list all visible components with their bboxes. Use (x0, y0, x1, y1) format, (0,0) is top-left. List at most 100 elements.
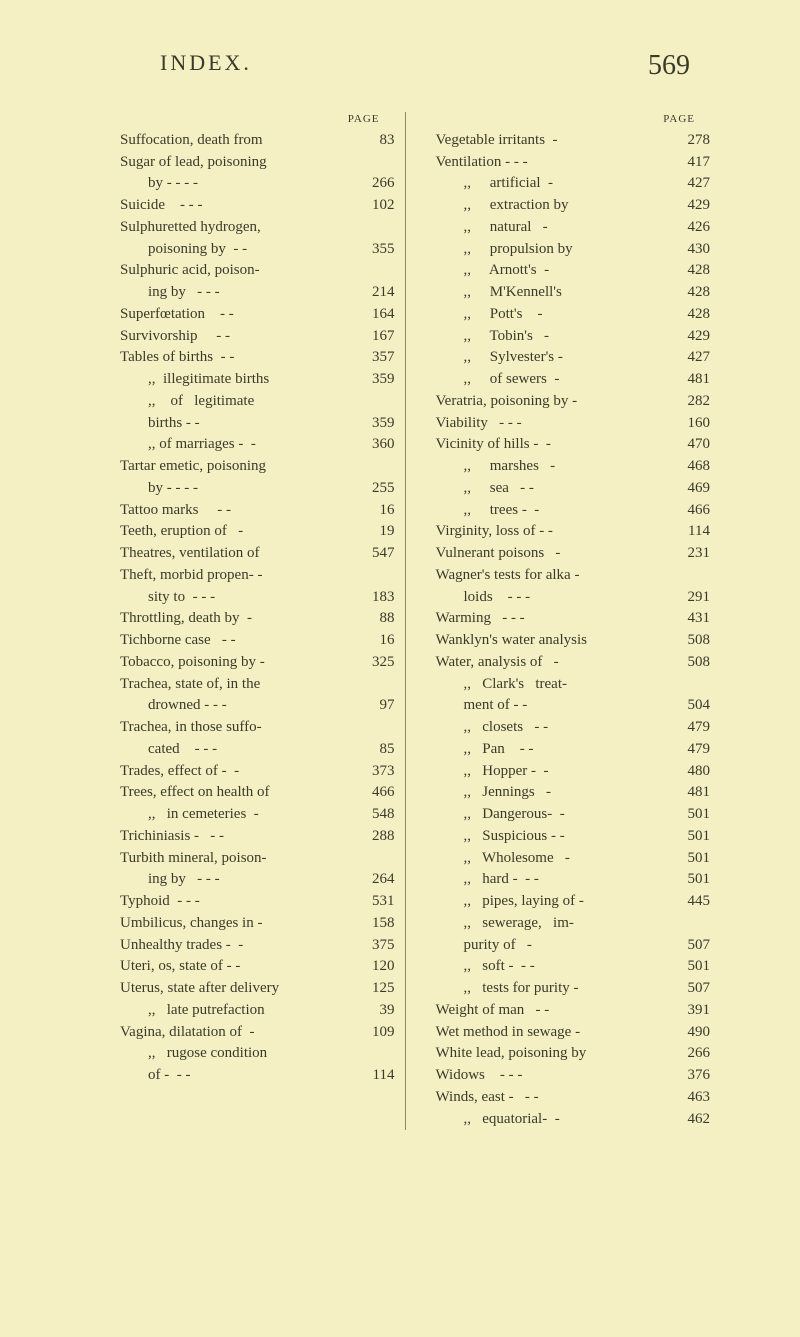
index-entry: by - - - -255 (120, 478, 395, 500)
entry-text: Widows - - - (436, 1065, 523, 1087)
index-entry: ,, natural -426 (436, 217, 711, 239)
entry-text: ,, Wholesome - (436, 848, 570, 870)
index-entry: births - -359 (120, 413, 395, 435)
entry-page: 109 (360, 1022, 395, 1044)
entry-page: 282 (675, 391, 710, 413)
entry-page: 428 (675, 260, 710, 282)
index-entry: Sulphuretted hydrogen, (120, 217, 395, 239)
entry-text: ,, of legitimate (120, 391, 254, 413)
index-entry: of - - -114 (120, 1065, 395, 1087)
entry-page: 376 (675, 1065, 710, 1087)
index-entry: ,, Clark's treat- (436, 674, 711, 696)
right-column: PAGE Vegetable irritants -278Ventilation… (426, 112, 711, 1130)
entry-page: 469 (675, 478, 710, 500)
entry-page: 357 (360, 347, 395, 369)
entry-text: by - - - - (120, 478, 198, 500)
index-entry: Sulphuric acid, poison- (120, 260, 395, 282)
entry-text: poisoning by - - (120, 239, 247, 261)
entry-page: 466 (675, 500, 710, 522)
entry-text: Sulphuric acid, poison- (120, 260, 260, 282)
entry-text: Trachea, in those suffo- (120, 717, 262, 739)
entry-page: 463 (675, 1087, 710, 1109)
index-entry: Trades, effect of - -373 (120, 761, 395, 783)
entry-page: 88 (360, 608, 395, 630)
entry-text: Tichborne case - - (120, 630, 236, 652)
index-entry: Superfœtation - -164 (120, 304, 395, 326)
entry-text: by - - - - (120, 173, 198, 195)
entry-text: Turbith mineral, poison- (120, 848, 267, 870)
entry-text: Trichiniasis - - - (120, 826, 224, 848)
entry-text: ,, tests for purity - (436, 978, 579, 1000)
entry-page: 231 (675, 543, 710, 565)
entry-page: 481 (675, 782, 710, 804)
entry-text: ,, sewerage, im- (436, 913, 574, 935)
index-entry: Throttling, death by - 88 (120, 608, 395, 630)
entry-page: 19 (360, 521, 395, 543)
entry-page: 373 (360, 761, 395, 783)
entry-text: Vegetable irritants - (436, 130, 558, 152)
index-entry: Tobacco, poisoning by -325 (120, 652, 395, 674)
entry-page: 114 (360, 1065, 395, 1087)
entry-page: 288 (360, 826, 395, 848)
entry-text: ,, Suspicious - - (436, 826, 565, 848)
index-entry: Ventilation - - -417 (436, 152, 711, 174)
entry-page: 479 (675, 717, 710, 739)
index-entry: Water, analysis of -508 (436, 652, 711, 674)
entry-text: Wanklyn's water analysis (436, 630, 587, 652)
entry-text: Suffocation, death from (120, 130, 263, 152)
index-entry: Theatres, ventilation of547 (120, 543, 395, 565)
entry-page: 507 (675, 935, 710, 957)
index-entry: loids - - -291 (436, 587, 711, 609)
entry-page: 291 (675, 587, 710, 609)
entry-text: Teeth, eruption of - (120, 521, 243, 543)
page-label-left: PAGE (120, 112, 395, 128)
entry-text: ,, trees - - (436, 500, 540, 522)
index-entry: ,, Arnott's -428 (436, 260, 711, 282)
entry-text: ,, artificial - (436, 173, 554, 195)
index-entry: ,, Pan - -479 (436, 739, 711, 761)
index-entry: Veratria, poisoning by -282 (436, 391, 711, 413)
index-entry: Tables of births - -357 (120, 347, 395, 369)
index-entry: ,, soft - - -501 (436, 956, 711, 978)
index-entry: ,, closets - - 479 (436, 717, 711, 739)
index-entry: Turbith mineral, poison- (120, 848, 395, 870)
entry-page: 427 (675, 347, 710, 369)
entry-page: 480 (675, 761, 710, 783)
entry-page: 114 (675, 521, 710, 543)
entry-text: Trachea, state of, in the (120, 674, 260, 696)
index-entry: purity of -507 (436, 935, 711, 957)
entry-text: ,, hard - - - (436, 869, 539, 891)
index-entry: ,, Tobin's -429 (436, 326, 711, 348)
entry-text: births - - (120, 413, 200, 435)
index-entry: Weight of man - -391 (436, 1000, 711, 1022)
index-entry: ,, marshes -468 (436, 456, 711, 478)
index-entry: ,, of sewers -481 (436, 369, 711, 391)
index-entry: ing by - - -214 (120, 282, 395, 304)
entry-page: 548 (360, 804, 395, 826)
entry-page: 158 (360, 913, 395, 935)
index-entry: ,, propulsion by430 (436, 239, 711, 261)
entry-text: Throttling, death by - (120, 608, 252, 630)
entry-text: Umbilicus, changes in - (120, 913, 262, 935)
entry-text: ,, closets - - (436, 717, 549, 739)
entry-text: Tartar emetic, poisoning (120, 456, 266, 478)
index-entry: Suffocation, death from83 (120, 130, 395, 152)
index-entry: Unhealthy trades - -375 (120, 935, 395, 957)
entry-page: 264 (360, 869, 395, 891)
index-entry: Trachea, state of, in the (120, 674, 395, 696)
entry-page: 508 (675, 652, 710, 674)
entry-page: 501 (675, 826, 710, 848)
entry-page: 479 (675, 739, 710, 761)
entry-page: 504 (675, 695, 710, 717)
index-entry: Vicinity of hills - -470 (436, 434, 711, 456)
entry-page: 375 (360, 935, 395, 957)
index-entry: ,, tests for purity -507 (436, 978, 711, 1000)
entry-text: Suicide - - - (120, 195, 202, 217)
index-entry: Warming - - -431 (436, 608, 711, 630)
entry-text: Vulnerant poisons - (436, 543, 561, 565)
entry-page: 359 (360, 369, 395, 391)
index-entry: Wanklyn's water analysis508 (436, 630, 711, 652)
entry-page: 102 (360, 195, 395, 217)
index-entry: Vagina, dilatation of -109 (120, 1022, 395, 1044)
index-entry: Uterus, state after delivery125 (120, 978, 395, 1000)
